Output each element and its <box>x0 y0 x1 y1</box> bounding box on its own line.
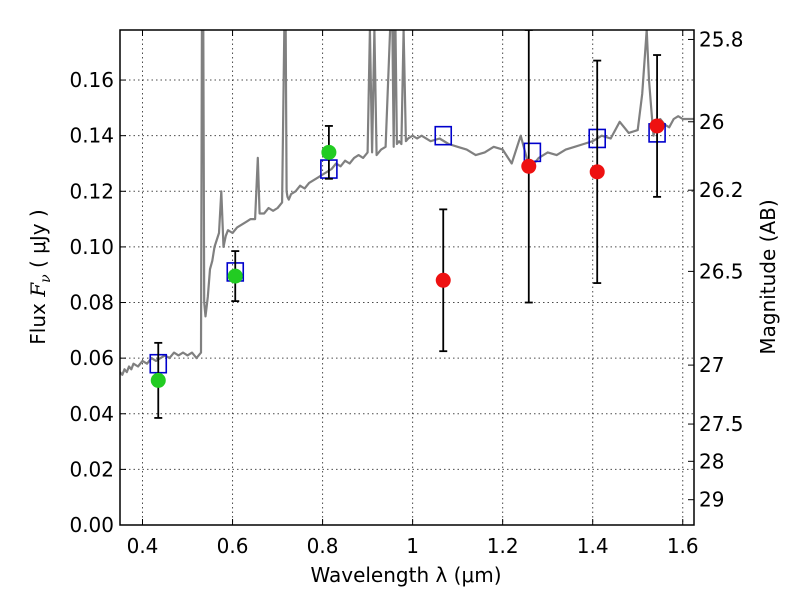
x-tick-label: 1 <box>406 534 419 558</box>
mag-tick-label: 26 <box>699 110 724 134</box>
mag-tick-label: 26.2 <box>699 178 744 202</box>
y-axis-label-units: ( μJy ) <box>26 209 50 274</box>
x-tick-label: 0.6 <box>217 534 249 558</box>
plot-area <box>120 30 694 419</box>
photometry-point <box>150 372 166 388</box>
grid <box>120 30 694 526</box>
mag-tick-label: 27 <box>699 353 724 377</box>
y-tick-label: 0.04 <box>69 402 114 426</box>
y-axis-label: Flux Fν ( μJy ) <box>26 209 54 344</box>
photometry-point <box>435 272 451 288</box>
model-square-marker <box>434 125 453 146</box>
y-tick-label: 0.12 <box>69 179 114 203</box>
x-tick-label: 1.4 <box>577 534 609 558</box>
photometry-point <box>589 164 605 180</box>
photometry-point <box>521 158 537 174</box>
axis-ticks: 0.4 0.6 0.8 1 1.2 1.4 1.6 0.00 0.02 0.04 0.06 0.08 0… <box>69 27 743 558</box>
x-axis-label: Wavelength λ (μm) <box>310 563 501 587</box>
photometry-point <box>649 118 665 134</box>
y-axis-label-prefix: Flux <box>26 297 50 345</box>
y-tick-label: 0.14 <box>69 124 114 148</box>
x-tick-label: 1.2 <box>487 534 519 558</box>
right-axis-label: Magnitude (AB) <box>756 199 780 354</box>
y-tick-label: 0.00 <box>69 513 114 537</box>
y-tick-label: 0.10 <box>69 235 114 259</box>
y-axis-label-symbol: F <box>26 282 50 298</box>
photometry-point <box>227 268 243 284</box>
mag-tick-label: 25.8 <box>699 27 744 51</box>
y-tick-label: 0.06 <box>69 346 114 370</box>
x-tick-label: 0.8 <box>307 534 339 558</box>
mag-tick-label: 29 <box>699 488 724 512</box>
mag-tick-label: 28 <box>699 449 724 473</box>
plot-frame <box>119 29 695 526</box>
y-tick-label: 0.02 <box>69 457 114 481</box>
mag-tick-label: 26.5 <box>699 259 744 283</box>
x-tick-label: 0.4 <box>127 534 159 558</box>
model-spectrum-line <box>120 30 694 376</box>
mag-tick-label: 27.5 <box>699 412 744 436</box>
photometry-point <box>321 144 337 160</box>
y-tick-label: 0.08 <box>69 291 114 315</box>
y-tick-label: 0.16 <box>69 68 114 92</box>
x-tick-label: 1.6 <box>667 534 699 558</box>
y-axis-label-subscript: ν <box>38 274 54 283</box>
